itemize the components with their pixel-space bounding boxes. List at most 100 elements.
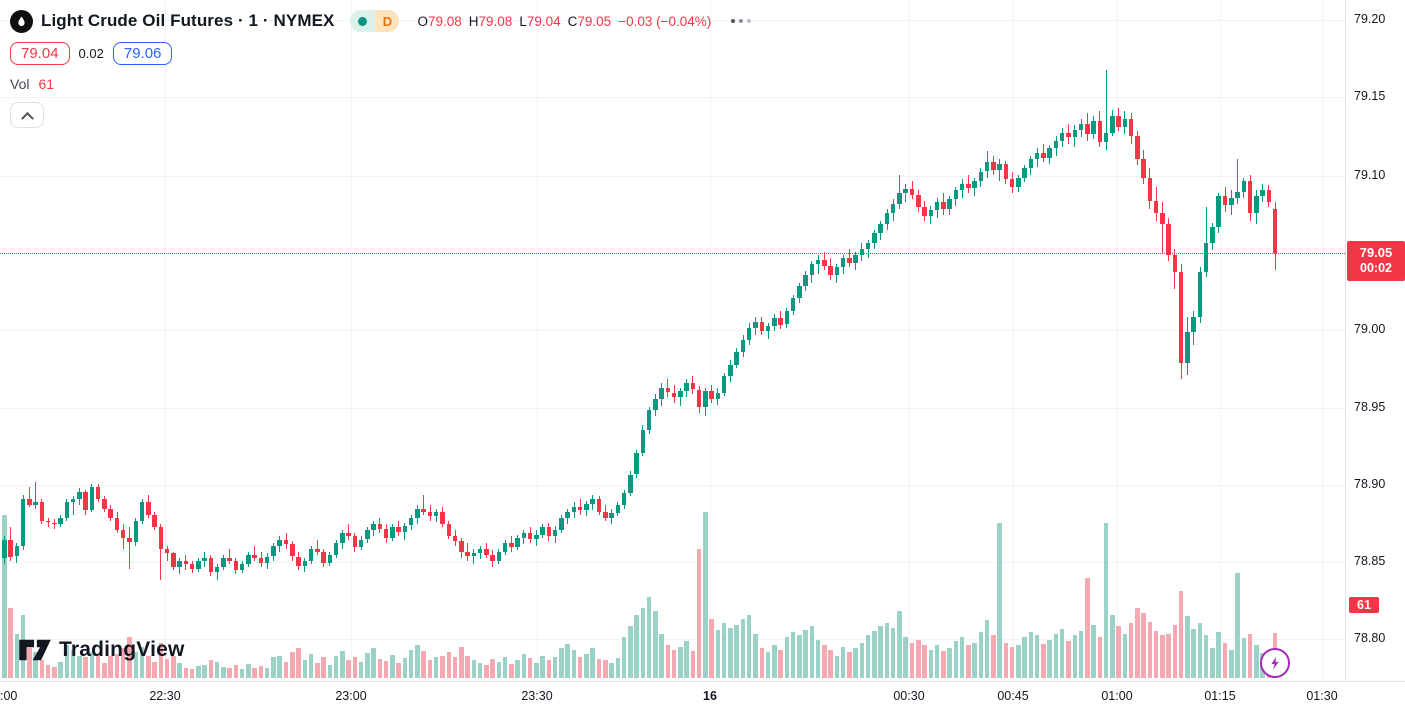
symbol-title[interactable]: Light Crude Oil Futures · 1 · NYMEX (41, 11, 335, 30)
candle (477, 548, 483, 554)
last-price-line (0, 253, 1345, 254)
candle (640, 429, 646, 453)
candle (502, 542, 508, 552)
candle (264, 556, 270, 563)
volume-bar (847, 652, 852, 678)
candle-wick (1205, 207, 1207, 277)
time-tick: 00:45 (997, 689, 1029, 703)
price-axis[interactable]: 79.20 79.15 79.10 79.00 78.95 78.90 78.85 78.80… (1345, 0, 1405, 681)
candle (1229, 197, 1234, 206)
candle (8, 539, 13, 557)
candle-wick (28, 486, 30, 507)
candle-wick (1237, 159, 1238, 204)
volume-bar (246, 663, 251, 678)
candle (903, 188, 908, 194)
volume-bar (853, 648, 858, 678)
candle (765, 326, 771, 331)
high-value: 79.08 (478, 13, 513, 29)
volume-bar (1078, 630, 1084, 678)
candle (27, 499, 32, 506)
volume-bar (346, 660, 351, 678)
volume-bar (916, 639, 921, 678)
volume-bar (534, 662, 539, 678)
candle (33, 502, 38, 506)
volume-bar (402, 658, 408, 678)
chevron-up-icon (20, 111, 34, 125)
more-options-icon[interactable] (731, 19, 752, 23)
volume-bar (452, 657, 458, 678)
candle (721, 375, 727, 393)
candle (490, 554, 495, 562)
tradingview-logo[interactable]: TradingView (18, 637, 185, 663)
high-label: H (468, 13, 479, 29)
candle (834, 267, 840, 276)
volume-bar (77, 655, 82, 678)
volume-bar (1172, 624, 1178, 678)
volume-bar (621, 637, 627, 678)
volume-bar (509, 663, 514, 678)
volume-bar (390, 655, 395, 678)
candle (177, 561, 182, 568)
chart-plot-area[interactable]: Light Crude Oil Futures · 1 · NYMEX D O7… (0, 0, 1345, 681)
ask-button[interactable]: 79.06 (112, 42, 173, 65)
volume-bar (778, 649, 783, 678)
candle (1197, 272, 1203, 317)
candle (941, 202, 946, 209)
candle-wick (254, 545, 256, 562)
oil-drop-icon (10, 9, 33, 33)
volume-label: Vol (10, 76, 30, 92)
price-tick: 79.20 (1354, 12, 1386, 26)
volume-bar (1053, 633, 1059, 678)
volume-bar (465, 655, 470, 678)
volume-bar (540, 655, 545, 678)
gridline (0, 639, 1345, 640)
candle (459, 541, 464, 552)
instant-trading-button[interactable] (1260, 648, 1290, 678)
volume-bar (634, 615, 639, 678)
candle (2, 539, 7, 559)
candle (1122, 118, 1128, 127)
volume-bar (271, 657, 276, 678)
collapse-legend-button[interactable] (10, 102, 44, 128)
volume-bar (928, 649, 934, 678)
volume-bar (208, 659, 214, 678)
candle (83, 491, 88, 511)
candle (928, 210, 934, 217)
time-axis[interactable]: :00 22:30 23:00 23:30 16 00:30 00:45 01:00 01:15… (0, 681, 1405, 713)
volume-bar (484, 664, 489, 678)
candle (452, 536, 458, 541)
gridline (351, 0, 352, 681)
candle (308, 548, 314, 562)
gridline (0, 330, 1345, 331)
price-tick: 78.85 (1354, 554, 1386, 568)
volume-bar (715, 629, 721, 678)
candle (684, 383, 689, 391)
candle (709, 391, 714, 399)
candle (321, 551, 326, 563)
candle (14, 545, 20, 557)
volume-bar (947, 648, 952, 678)
gridline (909, 0, 910, 681)
volume-bar (227, 668, 232, 678)
candle (1135, 136, 1140, 160)
volume-bar (941, 651, 946, 678)
candle (515, 537, 520, 548)
candle (534, 534, 539, 540)
time-tick: 00:30 (893, 689, 925, 703)
volume-bar (233, 665, 239, 678)
candle-wick (53, 519, 55, 529)
volume-bar (659, 633, 664, 678)
gridline (1013, 0, 1014, 681)
session-interval-badge[interactable]: D (350, 10, 400, 32)
candle (1097, 120, 1103, 143)
candle (890, 204, 896, 214)
volume-bar (1103, 522, 1109, 678)
time-tick: 16 (703, 689, 717, 703)
volume-bar (1254, 645, 1259, 678)
candle (809, 264, 815, 276)
candle (559, 517, 564, 531)
volume-bar (678, 646, 683, 678)
volume-bar (822, 645, 827, 678)
bid-button[interactable]: 79.04 (10, 42, 70, 65)
candle (440, 511, 445, 524)
